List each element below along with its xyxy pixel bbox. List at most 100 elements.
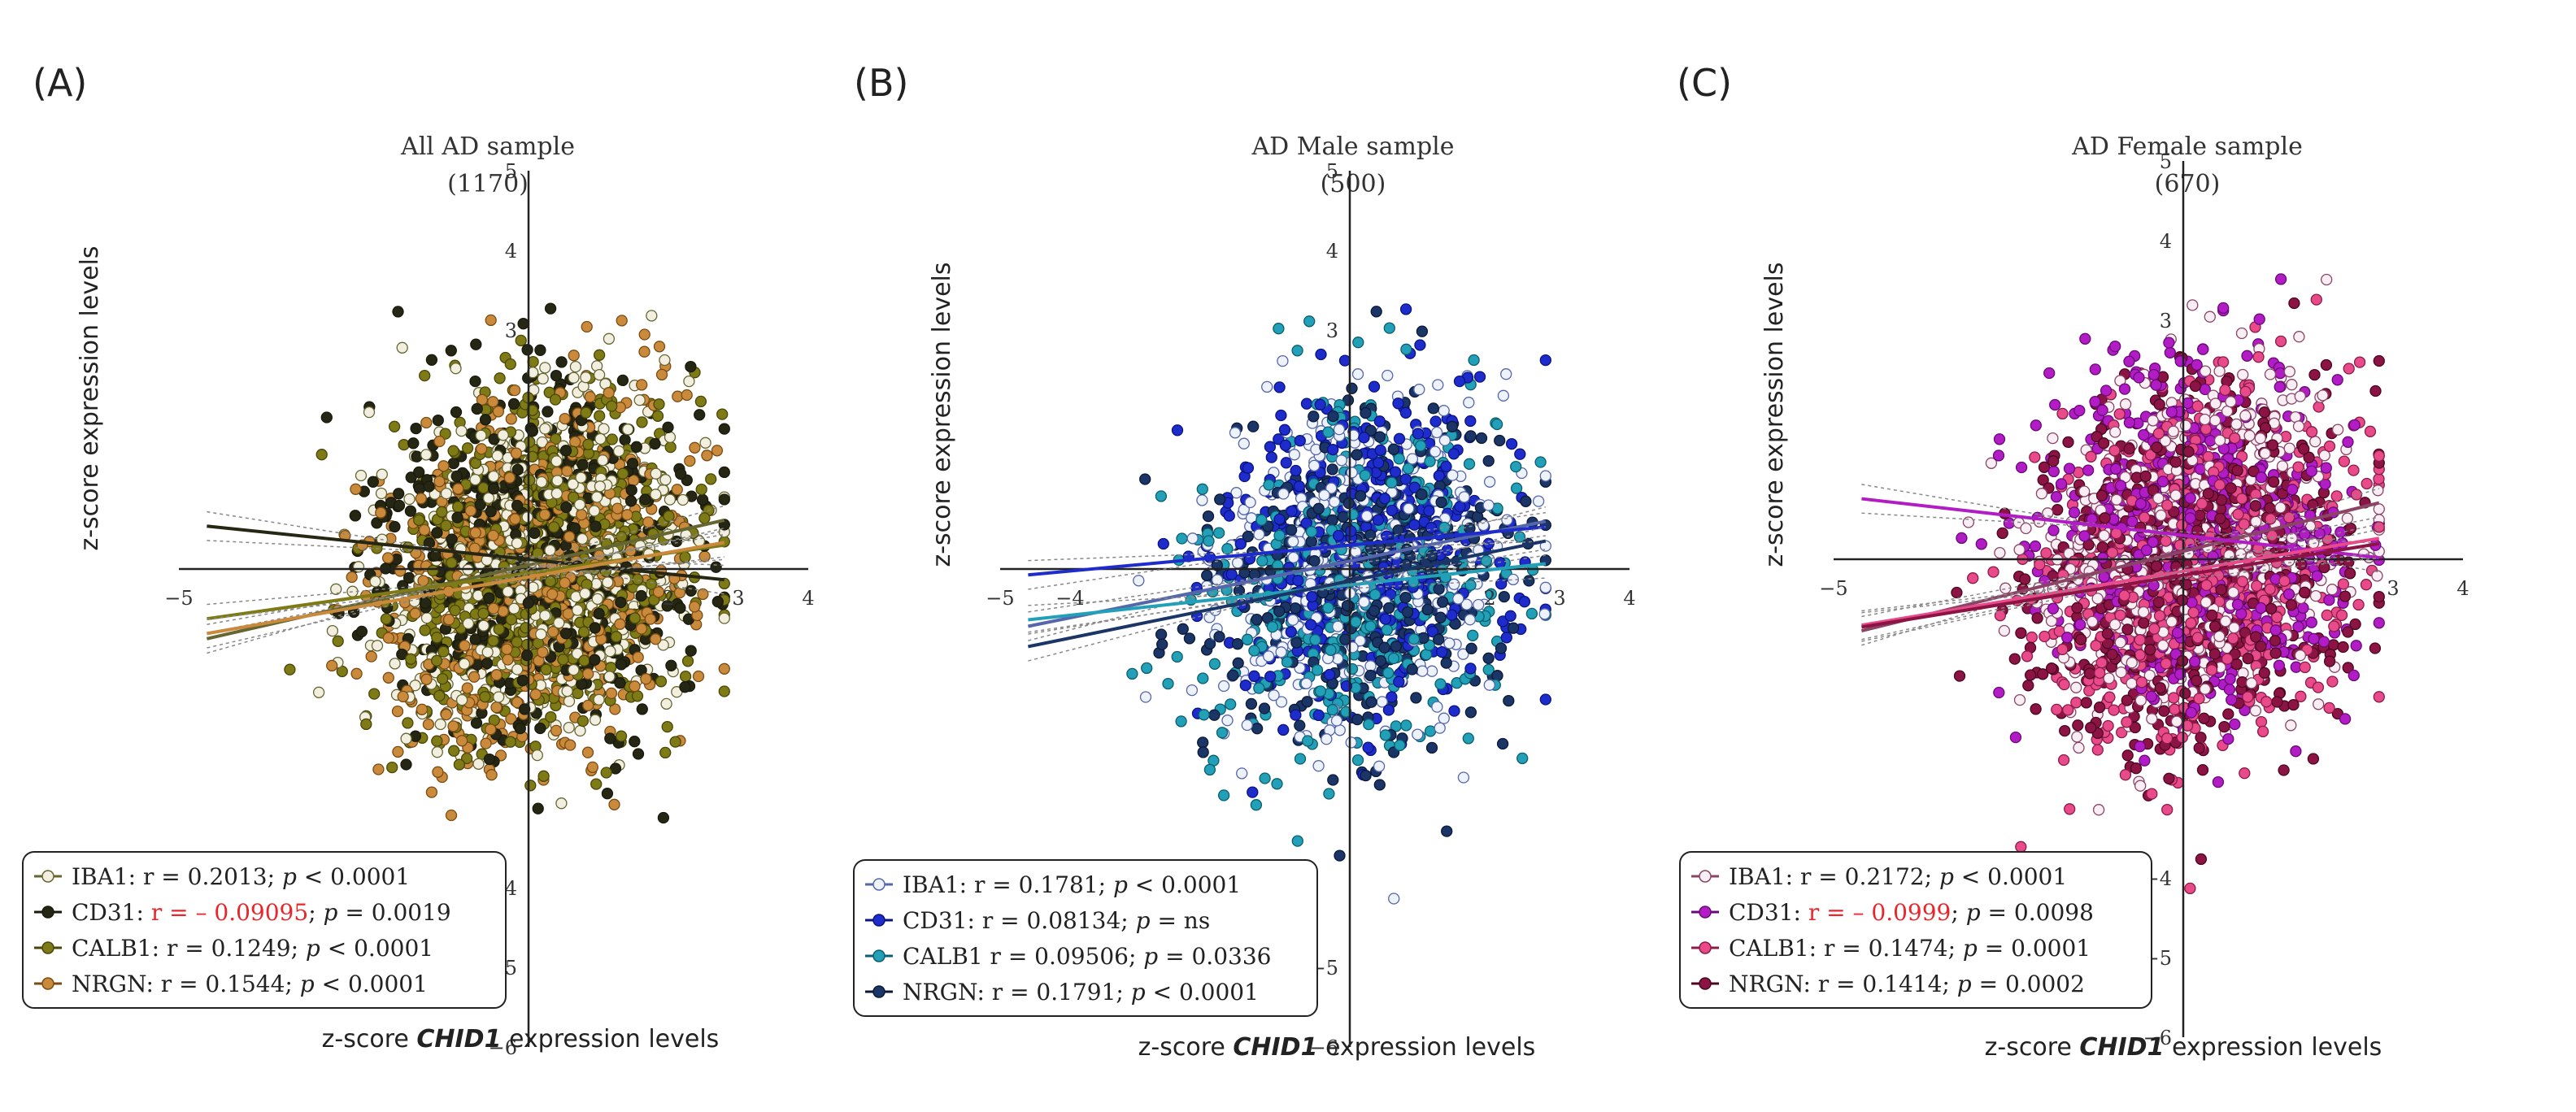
data-point-nrgn xyxy=(655,368,668,381)
data-point-calb1 xyxy=(1248,645,1260,657)
data-point-calb1 xyxy=(616,531,628,543)
data-point-calb1 xyxy=(663,510,675,523)
data-point-nrgn xyxy=(1440,657,1452,669)
data-point-iba1 xyxy=(1412,728,1424,741)
data-point-nrgn xyxy=(1370,306,1382,318)
data-point-cd31 xyxy=(529,527,541,539)
data-point-iba1 xyxy=(1458,491,1470,503)
data-point-nrgn xyxy=(1364,669,1377,682)
data-point-nrgn xyxy=(490,702,503,714)
data-point-cd31 xyxy=(1505,437,1518,450)
data-point-cd31 xyxy=(1234,537,1247,550)
data-point-cd31 xyxy=(624,495,637,507)
data-point-cd31 xyxy=(413,466,425,479)
data-point-nrgn xyxy=(1341,599,1354,612)
data-point-cd31 xyxy=(469,375,481,388)
data-point-cd31 xyxy=(1378,493,1391,505)
data-point-cd31 xyxy=(629,736,641,748)
data-point-nrgn xyxy=(1410,692,1422,704)
data-point-cd31 xyxy=(1414,339,1426,351)
data-point-iba1 xyxy=(650,467,662,480)
chart-subtitle: (1170) xyxy=(447,170,529,198)
data-point-nrgn xyxy=(1387,443,1400,455)
data-point-iba1 xyxy=(1425,665,1438,677)
data-point-cd31 xyxy=(1386,691,1398,703)
data-point-cd31 xyxy=(630,441,642,453)
data-point-calb1 xyxy=(616,467,629,480)
data-point-cd31 xyxy=(487,483,500,495)
data-point-nrgn xyxy=(1290,636,1303,649)
data-point-cd31 xyxy=(1290,464,1302,477)
data-point-calb1 xyxy=(1322,426,1334,438)
data-point-iba1 xyxy=(1277,488,1290,500)
data-point-nrgn xyxy=(1437,596,1449,608)
data-point-calb1 xyxy=(1462,732,1474,745)
data-point-iba1 xyxy=(1312,760,1325,772)
data-point-calb1 xyxy=(452,501,464,513)
data-point-calb1 xyxy=(537,770,550,782)
data-point-cd31 xyxy=(355,625,368,638)
data-point-iba1 xyxy=(1430,426,1443,439)
data-point-nrgn xyxy=(1197,746,1209,758)
data-point-calb1 xyxy=(1198,709,1210,721)
data-point-nrgn xyxy=(1427,402,1439,415)
data-point-calb1 xyxy=(659,746,672,759)
data-point-cd31 xyxy=(1514,448,1526,460)
data-point-iba1 xyxy=(593,368,606,381)
data-point-iba1 xyxy=(1328,496,1341,508)
data-point-nrgn xyxy=(1475,432,1488,445)
data-point-cd31 xyxy=(625,484,637,497)
data-point-iba1 xyxy=(1438,712,1450,724)
data-point-nrgn xyxy=(1232,657,1244,669)
data-point-calb1 xyxy=(1352,337,1364,349)
data-point-iba1 xyxy=(2286,379,2298,391)
data-point-calb1 xyxy=(1256,554,1268,567)
data-point-iba1 xyxy=(539,423,551,435)
data-point-iba1 xyxy=(602,576,614,589)
data-point-calb1 xyxy=(1216,727,1229,739)
data-point-nrgn xyxy=(1390,640,1403,653)
data-point-calb1 xyxy=(1253,682,1265,694)
data-point-iba1 xyxy=(1452,593,1464,605)
data-point-cd31 xyxy=(1223,510,1235,522)
data-point-calb1 xyxy=(1510,460,1522,473)
data-point-nrgn xyxy=(1213,631,1225,643)
data-point-iba1 xyxy=(1463,397,1475,409)
data-point-calb1 xyxy=(2070,697,2082,709)
data-point-cd31 xyxy=(1264,671,1277,683)
data-point-calb1 xyxy=(1241,633,1254,645)
data-point-nrgn xyxy=(1247,420,1260,432)
data-point-calb1 xyxy=(402,717,414,729)
data-point-cd31 xyxy=(511,463,524,476)
data-point-iba1 xyxy=(1330,715,1343,727)
data-point-nrgn xyxy=(537,646,549,658)
data-point-cd31 xyxy=(1464,662,1477,675)
data-point-cd31 xyxy=(1332,529,1345,542)
legend-marker-cd31 xyxy=(872,914,886,927)
data-point-nrgn xyxy=(671,484,683,496)
chart-subtitle: (670) xyxy=(2155,170,2221,198)
data-point-calb1 xyxy=(582,438,594,450)
data-point-iba1 xyxy=(1364,660,1377,672)
data-point-cd31 xyxy=(1373,415,1386,428)
data-point-iba1 xyxy=(462,617,475,630)
data-point-nrgn xyxy=(1495,642,1508,654)
data-point-calb1 xyxy=(487,635,499,647)
data-point-iba1 xyxy=(376,468,388,480)
data-point-cd31 xyxy=(2050,491,2063,503)
data-point-iba1 xyxy=(1413,384,1425,396)
data-point-nrgn xyxy=(581,746,594,758)
data-point-cd31 xyxy=(481,657,494,670)
data-point-iba1 xyxy=(660,697,672,710)
data-point-iba1 xyxy=(1268,689,1280,702)
data-point-nrgn xyxy=(1434,611,1447,623)
data-point-nrgn xyxy=(1421,603,1434,616)
data-point-calb1 xyxy=(1263,479,1275,491)
data-point-nrgn xyxy=(447,720,459,732)
data-point-iba1 xyxy=(1261,380,1273,393)
data-point-nrgn xyxy=(2320,358,2333,371)
data-point-iba1 xyxy=(633,394,646,406)
data-point-calb1 xyxy=(1363,718,1375,731)
data-point-calb1 xyxy=(504,358,516,371)
legend-marker-nrgn xyxy=(41,977,54,990)
